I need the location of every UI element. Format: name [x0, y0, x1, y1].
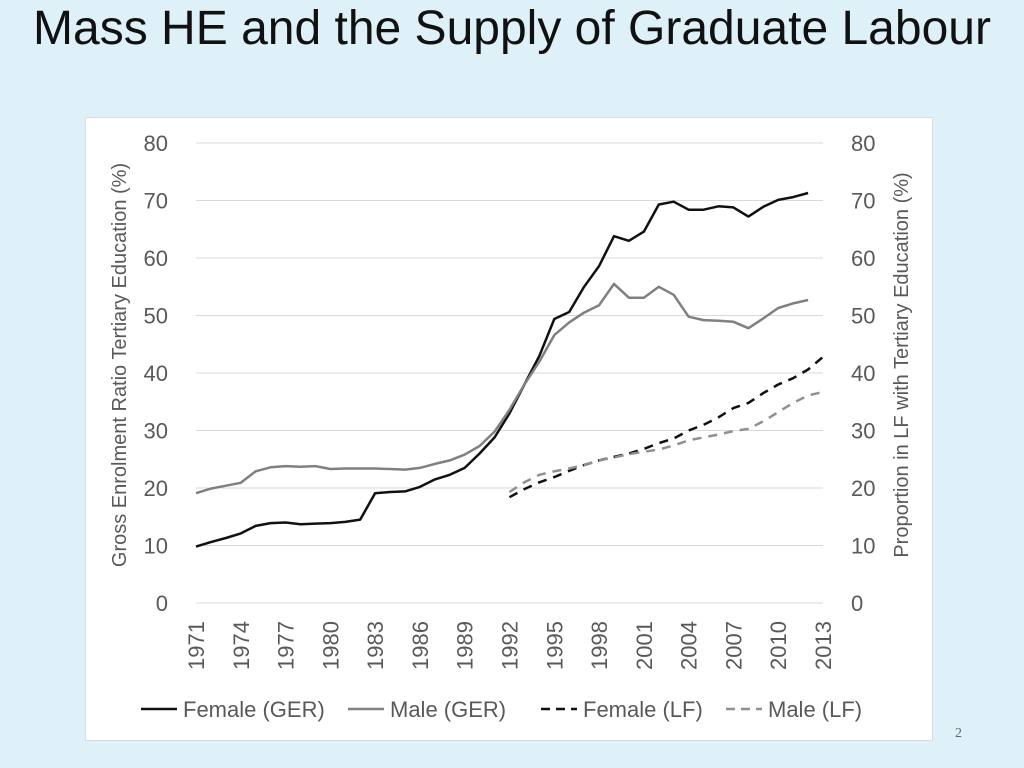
- x-tick-label: 1992: [498, 621, 523, 670]
- page-number: 2: [955, 726, 962, 741]
- x-tick-label: 1986: [408, 621, 433, 670]
- series-line-3: [508, 390, 824, 494]
- line-chart: 0 10 20 30 40 50 60 70 80 0 10 20 30 40 50 60 70 80 1971…: [109, 131, 913, 722]
- series-lines: [195, 191, 824, 548]
- right-tick-label: 50: [851, 304, 875, 329]
- x-tick-label: 1971: [184, 621, 209, 670]
- x-axis-tick-labels: 1971 1974 1977 1980 1983 1986 1989 1992 1995 1998…: [184, 621, 836, 670]
- right-tick-label: 30: [851, 419, 875, 444]
- x-tick-label: 2007: [721, 621, 746, 670]
- chart-panel: 0 10 20 30 40 50 60 70 80 0 10 20 30 40 50 60 70 80 1971…: [85, 117, 933, 741]
- x-tick-label: 2013: [811, 621, 836, 670]
- right-tick-label: 80: [851, 131, 875, 156]
- slide-title: Mass HE and the Supply of Graduate Labou…: [33, 2, 991, 55]
- left-tick-label: 0: [156, 591, 168, 616]
- left-tick-label: 20: [144, 476, 168, 501]
- right-tick-label: 70: [851, 189, 875, 214]
- legend-label: Male (LF): [768, 697, 862, 722]
- left-tick-label: 80: [144, 131, 168, 156]
- x-tick-label: 2004: [677, 621, 702, 670]
- series-line-0: [195, 191, 809, 548]
- x-tick-label: 1980: [318, 621, 343, 670]
- right-tick-label: 40: [851, 361, 875, 386]
- x-tick-label: 1995: [542, 621, 567, 670]
- x-tick-label: 1989: [453, 621, 478, 670]
- series-line-2: [508, 355, 824, 499]
- legend-label: Female (GER): [183, 697, 325, 722]
- right-tick-label: 0: [851, 591, 863, 616]
- gridlines: [196, 142, 823, 604]
- legend-label: Female (LF): [583, 697, 703, 722]
- x-tick-label: 1977: [274, 621, 299, 670]
- left-tick-label: 40: [144, 361, 168, 386]
- left-axis-label: Gross Enrolment Ratio Tertiary Education…: [109, 163, 131, 567]
- left-tick-label: 10: [144, 534, 168, 559]
- left-tick-label: 30: [144, 419, 168, 444]
- x-tick-label: 1998: [587, 621, 612, 670]
- x-tick-label: 1983: [363, 621, 388, 670]
- x-tick-label: 2010: [766, 621, 791, 670]
- series-line-1: [195, 282, 809, 495]
- left-axis-tick-labels: 0 10 20 30 40 50 60 70 80: [144, 131, 168, 616]
- right-tick-label: 20: [851, 476, 875, 501]
- legend-label: Male (GER): [390, 697, 506, 722]
- left-tick-label: 50: [144, 304, 168, 329]
- left-tick-label: 60: [144, 246, 168, 271]
- right-tick-label: 60: [851, 246, 875, 271]
- legend: Female (GER) Male (GER) Female (LF) Male (L…: [141, 697, 862, 722]
- right-axis-tick-labels: 0 10 20 30 40 50 60 70 80: [851, 131, 875, 616]
- left-tick-label: 70: [144, 189, 168, 214]
- right-tick-label: 10: [851, 534, 875, 559]
- x-tick-label: 1974: [229, 621, 254, 670]
- x-tick-label: 2001: [632, 621, 657, 670]
- right-axis-label: Proportion in LF with Tertiary Education…: [891, 172, 913, 557]
